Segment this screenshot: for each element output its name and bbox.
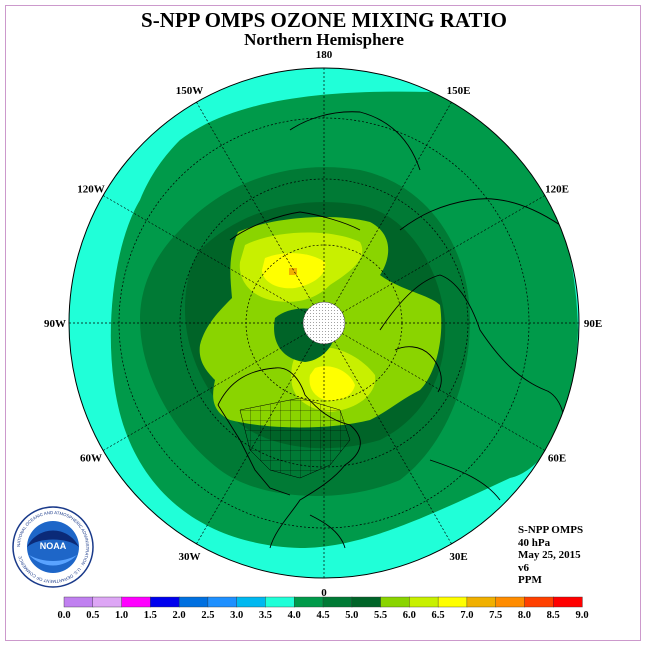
coastlines bbox=[217, 111, 565, 549]
colorbar-swatch bbox=[322, 596, 353, 608]
logo-bird-icon bbox=[27, 530, 79, 547]
map-boundary bbox=[68, 67, 580, 579]
colorbar-swatch bbox=[524, 596, 554, 608]
colorbar-swatch bbox=[380, 596, 410, 608]
colorbar-swatch bbox=[294, 596, 324, 608]
longitude-label: 150E bbox=[447, 85, 471, 97]
longitude-label: 120E bbox=[545, 184, 569, 196]
meridian-line bbox=[334, 341, 452, 545]
colorbar-labels: 0.0 0.5 1.0 1.5 2.0 2.5 3.0 3.5 4.0 4.5 5.0 5.5 6.0 6… bbox=[57, 610, 588, 621]
colorbar-swatch bbox=[121, 596, 151, 608]
meridian-line bbox=[342, 195, 546, 313]
colorbar-swatch bbox=[437, 596, 468, 608]
us-states-grid bbox=[239, 397, 351, 479]
graticule bbox=[69, 68, 579, 578]
colorbar-label: 6.0 bbox=[403, 610, 416, 621]
info-version: v6 bbox=[518, 561, 529, 574]
meridians bbox=[69, 68, 579, 578]
colorbar-label: 7.0 bbox=[460, 610, 473, 621]
info-date: May 25, 2015 bbox=[518, 549, 581, 561]
colorbar-swatch bbox=[63, 596, 94, 608]
colorbar-swatch bbox=[150, 596, 180, 608]
colorbar-label: 1.5 bbox=[144, 610, 157, 621]
colorbar-label: 1.0 bbox=[115, 610, 128, 621]
logo-text: NOAA bbox=[40, 541, 67, 551]
colorbar-swatches bbox=[63, 596, 583, 608]
info-instrument: S-NPP OMPS bbox=[518, 524, 584, 536]
colorbar-swatch bbox=[466, 596, 497, 608]
colorbar-label: 8.0 bbox=[518, 610, 531, 621]
colorbar-label: 3.5 bbox=[259, 610, 272, 621]
colorbar-label: 5.0 bbox=[345, 610, 358, 621]
colorbar-label: 9.0 bbox=[575, 610, 588, 621]
colorbar-swatch bbox=[236, 596, 267, 608]
colorbar-label: 5.5 bbox=[374, 610, 387, 621]
info-block: S-NPP OMPS 40 hPa May 25, 2015 v6 PPM bbox=[518, 524, 583, 587]
longitude-labels: 90E 60E 30E 0 30W 60W 90W 120W 150W 180 150E 120E bbox=[44, 49, 602, 599]
longitude-label: 0 bbox=[321, 587, 327, 599]
colorbar-swatch bbox=[495, 596, 526, 608]
colorbar-label: 4.5 bbox=[316, 610, 329, 621]
pole-no-data bbox=[302, 301, 346, 345]
longitude-label: 90E bbox=[584, 318, 602, 330]
colorbar-label: 2.5 bbox=[201, 610, 214, 621]
frame-border bbox=[5, 5, 641, 641]
longitude-label: 60E bbox=[548, 453, 566, 465]
colorbar-label: 3.0 bbox=[230, 610, 243, 621]
longitude-label: 90W bbox=[44, 318, 66, 330]
longitude-label: 30E bbox=[449, 551, 467, 563]
colorbar-swatch bbox=[92, 596, 123, 608]
meridian-line bbox=[342, 333, 546, 451]
meridian-line bbox=[196, 341, 314, 545]
longitude-label: 120W bbox=[77, 184, 105, 196]
colorbar-swatch bbox=[178, 596, 209, 608]
contour-6.5-7.0-south bbox=[309, 366, 355, 401]
meridian-line bbox=[102, 195, 306, 313]
longitude-label: 180 bbox=[316, 49, 333, 61]
colorbar-swatch bbox=[207, 596, 238, 608]
meridian-line bbox=[102, 333, 306, 451]
longitude-label: 60W bbox=[80, 453, 102, 465]
info-units: PPM bbox=[518, 574, 542, 586]
colorbar-swatch bbox=[553, 596, 583, 608]
longitude-label: 30W bbox=[179, 551, 201, 563]
colorbar-label: 4.0 bbox=[288, 610, 301, 621]
meridian-line bbox=[334, 101, 452, 305]
page-title: S-NPP OMPS OZONE MIXING RATIO bbox=[141, 8, 507, 32]
colorbar-label: 6.5 bbox=[432, 610, 445, 621]
logo-wave-icon bbox=[29, 555, 77, 566]
info-pressure: 40 hPa bbox=[518, 536, 551, 549]
page-subtitle: Northern Hemisphere bbox=[244, 30, 404, 49]
noaa-logo: NOAA NATIONAL OCEANIC AND ATMOSPHERIC AD… bbox=[12, 506, 94, 588]
colorbar-label: 0.0 bbox=[57, 610, 70, 621]
longitude-label: 150W bbox=[176, 85, 204, 97]
colorbar-swatch bbox=[409, 596, 439, 608]
colorbar-swatch bbox=[351, 596, 382, 608]
colorbar-label: 2.0 bbox=[173, 610, 186, 621]
meridian-line bbox=[196, 101, 314, 305]
colorbar-label: 0.5 bbox=[86, 610, 99, 621]
colorbar-label: 7.5 bbox=[489, 610, 502, 621]
colorbar-label: 8.5 bbox=[547, 610, 560, 621]
contour-7.0-7.5 bbox=[289, 268, 297, 275]
colorbar-swatch bbox=[265, 596, 295, 608]
